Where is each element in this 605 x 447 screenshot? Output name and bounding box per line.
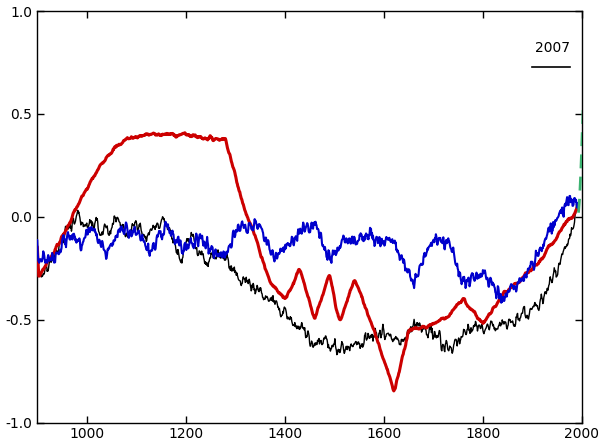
Text: 2007: 2007 xyxy=(535,41,570,55)
